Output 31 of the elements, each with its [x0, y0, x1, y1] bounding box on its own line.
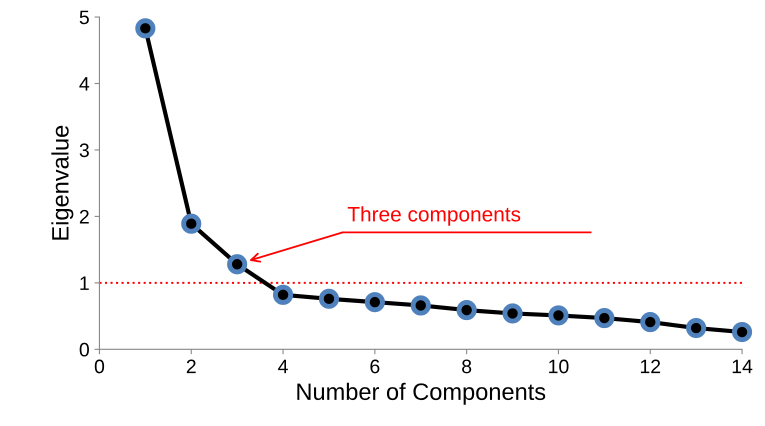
x-tick-label: 14 [732, 360, 752, 374]
point [135, 18, 156, 38]
x-tick-label: 10 [549, 360, 569, 374]
x-tick-label: 2 [186, 360, 196, 374]
y-tick-label: 2 [80, 210, 89, 224]
x-tick-label: 0 [94, 360, 104, 374]
x-tick-label: 8 [462, 360, 472, 374]
point [502, 303, 523, 324]
point [318, 288, 340, 309]
point [227, 254, 248, 274]
annotation: Three components [348, 206, 520, 226]
point [410, 295, 431, 316]
y-tick-label: 1 [80, 276, 89, 290]
y-tick-label: 5 [80, 10, 89, 24]
point [686, 318, 706, 338]
x-tick-label: 4 [278, 360, 288, 374]
x-tick-label: 6 [370, 360, 380, 374]
y-tick-label: 4 [79, 77, 90, 91]
x-axis-title: Number of Components [297, 382, 546, 405]
y-tick-label: 3 [80, 143, 89, 158]
point [640, 312, 660, 332]
point [272, 284, 294, 305]
y-tick-label: 0 [80, 342, 89, 357]
point [181, 214, 202, 234]
y-axis-title: Eigenvalue [51, 126, 74, 240]
point [456, 300, 477, 320]
point [364, 292, 385, 312]
point [548, 305, 569, 326]
point [732, 322, 752, 342]
x-tick-label: 12 [640, 360, 660, 374]
point [594, 308, 614, 328]
